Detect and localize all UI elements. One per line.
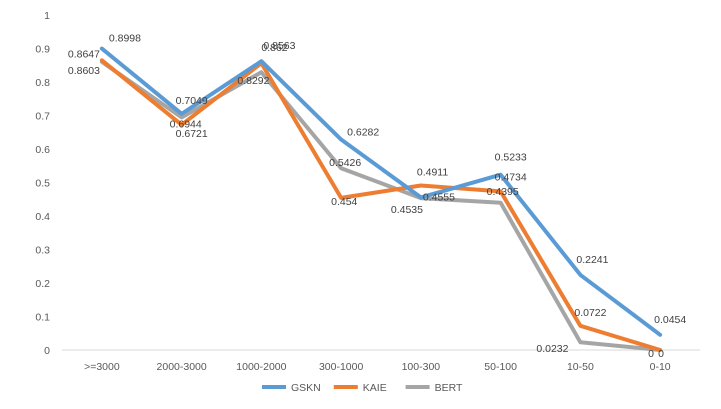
y-tick-label: 1	[44, 10, 50, 22]
data-label-bert: 0.8603	[68, 65, 100, 77]
data-label-kaie: 0.8563	[263, 40, 295, 52]
data-label-bert: 0.4395	[487, 186, 519, 198]
legend-label-kaie: KAIE	[363, 382, 387, 394]
series-line-bert	[99, 59, 663, 352]
data-label-gskn: 0.4555	[423, 191, 455, 203]
y-tick-label: 0	[44, 345, 50, 357]
series-line-gskn	[99, 46, 663, 337]
y-tick-label: 0.9	[35, 44, 50, 56]
x-tick-label: 1000-2000	[236, 361, 286, 373]
x-tick-label: >=3000	[84, 361, 120, 373]
data-label-bert: 0.5426	[329, 157, 361, 169]
y-tick-label: 0.4	[35, 211, 50, 223]
data-label-kaie: 0.6721	[176, 128, 208, 140]
data-label-bert: 0.4535	[391, 204, 423, 216]
y-tick-label: 0.3	[35, 245, 50, 257]
data-label-gskn: 0.0454	[654, 314, 686, 326]
data-label-bert: 0.8292	[237, 75, 269, 87]
y-tick-label: 0.2	[35, 278, 50, 290]
y-tick-label: 0.8	[35, 77, 50, 89]
data-label-bert: 0.0232	[536, 343, 568, 355]
series-layer	[99, 46, 663, 352]
data-label-bert: 0.6944	[170, 118, 202, 130]
data-label-kaie: 0.4911	[417, 166, 448, 178]
y-tick-label: 0.7	[35, 111, 50, 123]
x-tick-label: 0-10	[650, 361, 671, 373]
data-label-gskn: 0.2241	[576, 254, 608, 266]
y-tick-label: 0.6	[35, 144, 50, 156]
data-label-kaie: 0.454	[331, 196, 357, 208]
x-tick-label: 300-1000	[319, 361, 364, 373]
legend-label-bert: BERT	[435, 382, 463, 394]
x-tick-label: 50-100	[484, 361, 517, 373]
data-label-gskn: 0.5233	[495, 152, 527, 164]
x-tick-label: 2000-3000	[157, 361, 207, 373]
legend-label-gskn: GSKN	[291, 382, 321, 394]
data-label-kaie: 0.4734	[495, 171, 527, 183]
x-tick-label: 100-300	[402, 361, 441, 373]
data-label-gskn: 0.6282	[347, 127, 379, 139]
y-tick-label: 0.5	[35, 178, 50, 190]
data-label-kaie: 0	[648, 348, 654, 360]
x-tick-label: 10-50	[567, 361, 594, 373]
y-tick-label: 0.1	[35, 312, 50, 324]
data-label-gskn: 0.862	[261, 42, 287, 54]
data-label-gskn: 0.7049	[176, 95, 208, 107]
data-label-layer: 0.8998 0.7049 0.862 0.6282 0.4555 0.5233 0.224…	[68, 33, 687, 360]
data-label-gskn: 0.8998	[109, 33, 141, 45]
data-label-kaie: 0.0722	[574, 307, 606, 319]
legend: GSKN KAIE BERT	[262, 382, 463, 394]
axis-layer: 0 0.1 0.2 0.3 0.4 0.5 0.6 0.7 0.8 0.9 1 >=3000 2000-…	[35, 10, 700, 373]
data-label-kaie: 0.8647	[68, 48, 100, 60]
data-label-bert: 0	[658, 348, 664, 360]
series-line-kaie	[99, 58, 663, 352]
